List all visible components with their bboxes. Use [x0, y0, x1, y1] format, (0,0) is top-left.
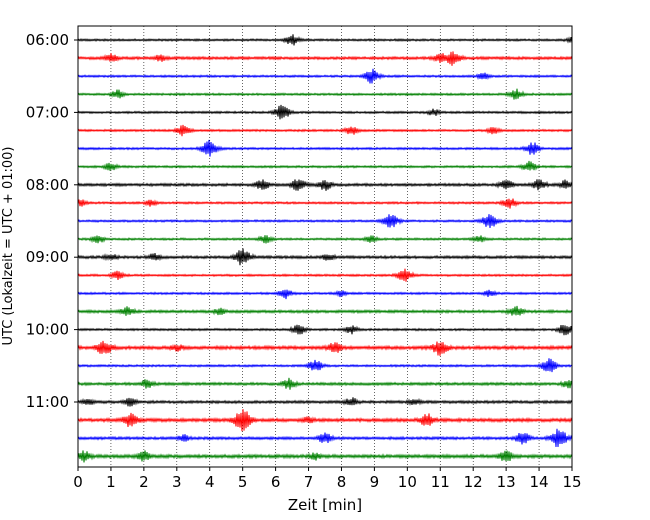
x-tick-label: 10 [398, 473, 417, 491]
seismogram-trace [77, 450, 573, 463]
y-tick-label: 10:00 [26, 321, 69, 339]
x-axis-label: Zeit [min] [288, 496, 362, 514]
x-tick-label: 14 [530, 473, 549, 491]
y-axis-label: UTC (Lokalzeit = UTC + 01:00) [1, 147, 16, 346]
x-tick-label: 13 [497, 473, 516, 491]
seismogram-trace [77, 68, 573, 84]
y-tick-label: 11:00 [26, 393, 69, 411]
x-tick-label: 5 [238, 473, 248, 491]
seismogram-trace [77, 358, 573, 373]
seismogram-trace [77, 104, 573, 120]
seismogram-trace [77, 179, 573, 191]
seismogram-trace [77, 88, 573, 100]
y-tick-label: 06:00 [26, 31, 69, 49]
x-tick-label: 6 [271, 473, 281, 491]
seismogram-trace [77, 214, 573, 228]
x-axis-ticks: 0 1 2 3 4 5 6 7 8 9 10 11 12 13 14 15 [73, 467, 582, 491]
seismogram-trace [77, 428, 573, 448]
seismogram-trace [77, 160, 573, 171]
seismogram-trace [77, 268, 573, 282]
x-tick-label: 15 [562, 473, 581, 491]
y-tick-label: 07:00 [26, 103, 69, 121]
seismogram-trace [77, 248, 573, 266]
x-tick-label: 2 [139, 473, 149, 491]
seismogram-trace [77, 51, 573, 66]
x-tick-label: 4 [205, 473, 215, 491]
x-tick-label: 9 [370, 473, 380, 491]
x-tick-label: 11 [431, 473, 450, 491]
traces [77, 34, 573, 463]
x-tick-label: 1 [106, 473, 116, 491]
seismogram-trace [77, 198, 573, 209]
seismogram-trace [77, 324, 573, 336]
seismogram-trace [77, 34, 573, 46]
y-axis-ticks: 06:00 07:00 08:00 09:00 10:00 11:00 [26, 31, 78, 411]
seismogram-trace [77, 340, 573, 356]
plot-frame [77, 25, 573, 468]
seismogram-trace [77, 235, 573, 244]
seismogram-trace [77, 289, 573, 300]
seismogram-trace [77, 139, 573, 157]
seismogram-trace [77, 397, 573, 407]
seismogram-trace [77, 305, 573, 316]
x-tick-label: 7 [304, 473, 314, 491]
x-tick-label: 3 [172, 473, 182, 491]
y-tick-label: 09:00 [26, 248, 69, 266]
seismogram-trace [77, 377, 573, 390]
x-tick-label: 12 [464, 473, 483, 491]
seismogram-trace [77, 124, 573, 137]
y-tick-label: 08:00 [26, 176, 69, 194]
seismogram-trace [77, 409, 573, 432]
x-tick-label: 8 [337, 473, 347, 491]
x-tick-label: 0 [73, 473, 83, 491]
